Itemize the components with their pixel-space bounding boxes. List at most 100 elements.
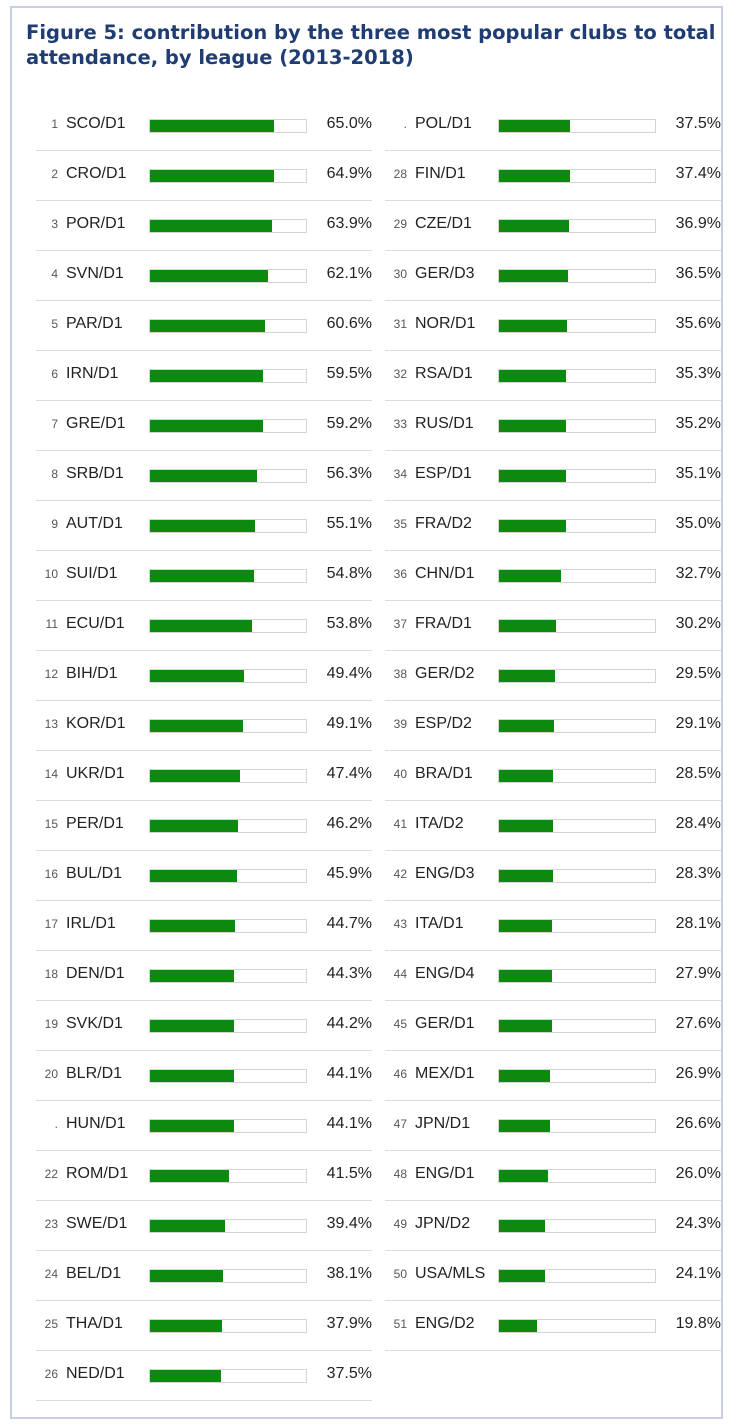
bar	[150, 1120, 234, 1132]
value-label: 26.0%	[675, 1165, 721, 1182]
bar-track	[498, 219, 656, 233]
bar-track	[149, 869, 307, 883]
bar-row: 28 FIN/D1 37.4%	[385, 151, 721, 201]
league-label: SUI/D1	[66, 565, 118, 582]
value-label: 53.8%	[326, 615, 372, 632]
bar-row: 47 JPN/D1 26.6%	[385, 1101, 721, 1151]
rank-label: 2	[51, 167, 58, 181]
league-label: THA/D1	[66, 1315, 123, 1332]
bar	[499, 920, 553, 932]
rank-label: 40	[393, 767, 407, 781]
bar-track	[498, 319, 656, 333]
bar	[150, 1070, 234, 1082]
rank-label: 23	[44, 1217, 58, 1231]
league-label: GER/D1	[415, 1015, 475, 1032]
bar	[150, 770, 241, 782]
value-label: 39.4%	[326, 1215, 372, 1232]
rank-label: 16	[44, 867, 58, 881]
value-label: 47.4%	[326, 765, 372, 782]
rank-label: 48	[393, 1167, 407, 1181]
league-label: GRE/D1	[66, 415, 126, 432]
rank-label: 38	[393, 667, 407, 681]
bar-row: 16 BUL/D1 45.9%	[36, 851, 372, 901]
bar-row: 46 MEX/D1 26.9%	[385, 1051, 721, 1101]
bar-track	[149, 219, 307, 233]
league-label: NED/D1	[66, 1365, 125, 1382]
league-label: ITA/D1	[415, 915, 464, 932]
bar-track	[149, 669, 307, 683]
bar-track	[149, 369, 307, 383]
bar-row: 10 SUI/D1 54.8%	[36, 551, 372, 601]
rank-label: 24	[44, 1267, 58, 1281]
bar-row: 29 CZE/D1 36.9%	[385, 201, 721, 251]
bar	[499, 220, 570, 232]
rank-label: 15	[44, 817, 58, 831]
bar-row: 43 ITA/D1 28.1%	[385, 901, 721, 951]
league-label: BIH/D1	[66, 665, 118, 682]
bar-track	[149, 619, 307, 633]
bar	[499, 1320, 537, 1332]
league-label: ECU/D1	[66, 615, 125, 632]
value-label: 44.7%	[326, 915, 372, 932]
rank-label: 1	[51, 117, 58, 131]
bar-track	[498, 119, 656, 133]
bar-row: 8 SRB/D1 56.3%	[36, 451, 372, 501]
bar	[150, 320, 266, 332]
bar-track	[149, 1119, 307, 1133]
league-label: ENG/D3	[415, 865, 475, 882]
bar-row: 20 BLR/D1 44.1%	[36, 1051, 372, 1101]
bar	[150, 920, 236, 932]
bar	[499, 570, 562, 582]
rank-label: 35	[393, 517, 407, 531]
bar-row: 4 SVN/D1 62.1%	[36, 251, 372, 301]
value-label: 28.5%	[675, 765, 721, 782]
bar-row: 40 BRA/D1 28.5%	[385, 751, 721, 801]
bar-row: 17 IRL/D1 44.7%	[36, 901, 372, 951]
value-label: 49.1%	[326, 715, 372, 732]
bar-row: 38 GER/D2 29.5%	[385, 651, 721, 701]
bar	[150, 570, 255, 582]
bar	[150, 1220, 225, 1232]
value-label: 28.1%	[675, 915, 721, 932]
rank-label: 44	[393, 967, 407, 981]
chart-title: Figure 5: contribution by the three most…	[26, 21, 716, 69]
bar	[499, 1120, 550, 1132]
rank-label: 28	[393, 167, 407, 181]
rank-label: 30	[393, 267, 407, 281]
league-label: ESP/D1	[415, 465, 472, 482]
bar-row: 51 ENG/D2 19.8%	[385, 1301, 721, 1351]
bar-row: 3 POR/D1 63.9%	[36, 201, 372, 251]
bar	[499, 170, 571, 182]
bar-track	[149, 969, 307, 983]
rank-label: 39	[393, 717, 407, 731]
bar	[150, 670, 245, 682]
league-label: UKR/D1	[66, 765, 125, 782]
bar	[499, 1070, 551, 1082]
league-label: POR/D1	[66, 215, 126, 232]
rank-label: 31	[393, 317, 407, 331]
value-label: 54.8%	[326, 565, 372, 582]
bar-track	[498, 819, 656, 833]
league-label: GER/D2	[415, 665, 475, 682]
rank-label: 4	[51, 267, 58, 281]
value-label: 56.3%	[326, 465, 372, 482]
bar-track	[149, 1069, 307, 1083]
bar-track	[149, 519, 307, 533]
rank-label: 34	[393, 467, 407, 481]
bar-row: 25 THA/D1 37.9%	[36, 1301, 372, 1351]
league-label: JPN/D1	[415, 1115, 471, 1132]
league-label: SWE/D1	[66, 1215, 128, 1232]
league-label: ENG/D2	[415, 1315, 475, 1332]
bar-track	[498, 569, 656, 583]
bar-row: 23 SWE/D1 39.4%	[36, 1201, 372, 1251]
league-label: PER/D1	[66, 815, 124, 832]
bar-track	[498, 269, 656, 283]
bar	[150, 1370, 222, 1382]
league-label: CZE/D1	[415, 215, 472, 232]
bar-row: 50 USA/MLS 24.1%	[385, 1251, 721, 1301]
bar-row: 13 KOR/D1 49.1%	[36, 701, 372, 751]
value-label: 27.9%	[675, 965, 721, 982]
value-label: 55.1%	[326, 515, 372, 532]
league-label: ROM/D1	[66, 1165, 129, 1182]
bar	[499, 320, 567, 332]
